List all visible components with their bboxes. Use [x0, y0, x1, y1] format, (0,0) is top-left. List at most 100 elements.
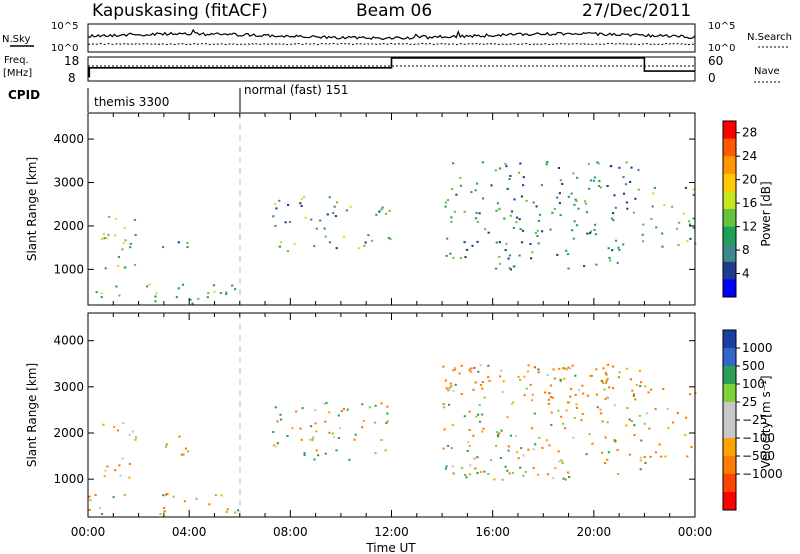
data-cell [445, 254, 448, 257]
data-cell [606, 363, 609, 366]
data-cell [507, 445, 510, 448]
data-cell [625, 201, 628, 204]
data-cell [213, 290, 216, 293]
data-cell [574, 394, 577, 396]
data-cell [565, 409, 568, 412]
data-cell [671, 205, 674, 208]
colorbar-swatch [723, 209, 736, 228]
data-cell [166, 493, 169, 496]
data-cell [606, 377, 609, 380]
data-cell [274, 406, 277, 409]
data-cell [500, 429, 503, 432]
data-cell [612, 219, 615, 222]
data-cell [146, 285, 149, 288]
data-cell [443, 428, 446, 431]
data-cell [496, 202, 499, 205]
power-data-cells [95, 161, 697, 306]
data-cell [446, 444, 450, 447]
data-cell [449, 252, 452, 255]
data-cell [481, 381, 484, 383]
data-cell [506, 416, 509, 419]
data-cell [477, 370, 480, 373]
data-cell [692, 217, 695, 220]
data-cell [445, 465, 448, 468]
data-cell [616, 261, 619, 264]
data-cell [507, 449, 510, 452]
data-cell [128, 433, 131, 436]
data-cell [692, 188, 695, 191]
data-cell [551, 396, 554, 399]
data-cell [381, 206, 384, 209]
freq-label: Freq. [4, 55, 29, 66]
data-cell [545, 163, 548, 166]
data-cell [471, 244, 474, 247]
data-cell [594, 223, 597, 226]
data-cell [593, 229, 596, 231]
data-cell [692, 226, 695, 229]
data-cell [478, 420, 482, 423]
data-cell [552, 477, 555, 480]
cpid-mode-normal: normal (fast) 151 [244, 83, 348, 97]
data-cell [181, 283, 185, 286]
nsearch-series [88, 42, 696, 46]
data-cell [100, 512, 104, 515]
data-cell [532, 466, 535, 469]
data-cell [651, 205, 654, 208]
data-cell [531, 251, 534, 254]
data-cell [104, 267, 107, 270]
data-cell [644, 461, 647, 464]
data-cell [640, 439, 643, 442]
data-cell [508, 254, 512, 257]
data-cell [527, 448, 530, 451]
data-cell [671, 421, 675, 424]
data-cell [638, 369, 641, 372]
data-cell [558, 367, 561, 370]
y-tick-label: 1000 [53, 472, 84, 486]
colorbar-tick-label: 28 [742, 126, 757, 140]
y-tick-label: 4000 [53, 132, 84, 146]
data-cell [523, 394, 526, 397]
data-cell [234, 288, 237, 291]
data-cell [340, 410, 343, 413]
data-cell [354, 433, 357, 436]
data-cell [603, 388, 606, 391]
data-cell [128, 462, 131, 465]
data-cell [537, 219, 540, 222]
data-cell [604, 436, 607, 439]
data-cell [612, 212, 615, 215]
data-cell [559, 378, 562, 381]
data-cell [676, 412, 679, 414]
data-cell [573, 417, 576, 419]
data-cell [495, 209, 498, 212]
data-cell [537, 242, 540, 245]
data-cell [162, 494, 165, 497]
data-cell [304, 216, 307, 219]
data-cell [522, 176, 525, 179]
y-tick-label: 1000 [53, 262, 84, 276]
data-cell [342, 235, 346, 238]
data-cell [454, 383, 457, 386]
data-cell [463, 241, 466, 244]
data-cell [595, 263, 598, 266]
data-cell [328, 411, 331, 414]
data-cell [207, 292, 210, 295]
data-cell [474, 189, 477, 192]
colorbar-swatch [723, 474, 736, 493]
data-cell [386, 405, 389, 408]
data-cell [511, 472, 515, 474]
data-cell [518, 254, 521, 257]
data-cell [389, 238, 392, 241]
data-cell [314, 422, 317, 425]
data-cell [183, 500, 186, 503]
data-cell [559, 214, 562, 217]
data-cell [177, 287, 180, 290]
data-cell [587, 163, 590, 166]
data-cell [604, 462, 607, 464]
data-cell [123, 493, 126, 496]
y-tick-label: 2000 [53, 426, 84, 440]
data-cell [606, 458, 609, 461]
data-cell [498, 241, 501, 244]
data-cell [504, 162, 507, 165]
power-ylabel: Slant Range [km] [25, 157, 39, 261]
data-cell [589, 374, 592, 377]
